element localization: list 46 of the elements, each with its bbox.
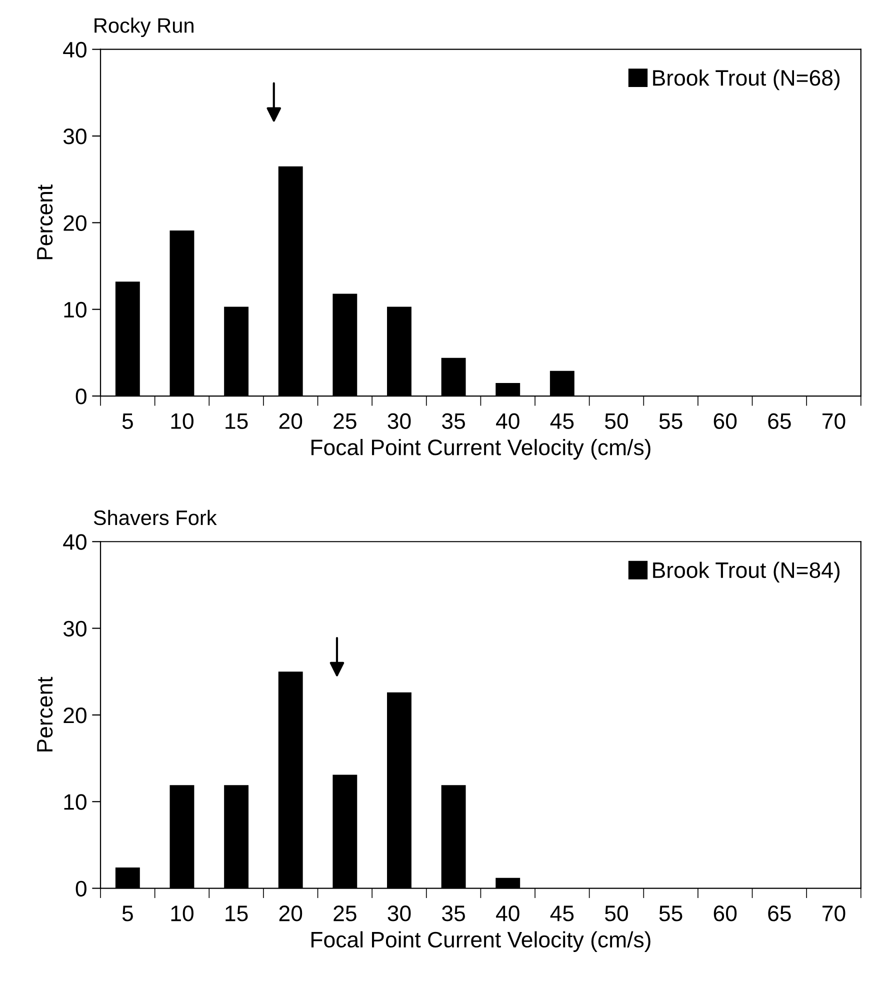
x-tick-label: 30: [388, 906, 411, 922]
y-tick-label: 20: [64, 215, 86, 231]
y-tick-label: 10: [64, 302, 86, 318]
y-tick-label: 30: [63, 620, 86, 637]
x-tick-label: 20: [279, 906, 302, 922]
x-tick-label: 50: [605, 906, 628, 922]
y-axis-title: Percent: [37, 676, 53, 752]
y-tick-label: 40: [63, 42, 86, 58]
x-tick-label: 60: [714, 906, 737, 922]
x-tick-label: 70: [822, 906, 846, 922]
x-tick-label: 65: [768, 413, 791, 430]
x-tick-label: 65: [768, 906, 791, 922]
x-tick-label: 45: [550, 414, 574, 430]
x-tick-label: 5: [122, 414, 133, 430]
x-tick-label: 35: [442, 413, 465, 430]
x-tick-label: 15: [226, 906, 248, 922]
legend-label: Brook Trout (N=84): [653, 562, 840, 582]
x-tick-label: 60: [714, 413, 737, 430]
legend-label: Brook Trout (N=68): [653, 69, 840, 90]
y-tick-label: 0: [76, 388, 86, 404]
y-tick-label: 20: [64, 708, 86, 724]
chart-title: Shavers Fork: [94, 510, 217, 526]
y-tick-label: 40: [63, 534, 86, 550]
x-tick-label: 40: [496, 906, 520, 922]
y-tick-label: 0: [76, 880, 86, 897]
chart-title: Rocky Run: [94, 18, 194, 38]
x-axis-title: Focal Point Current Velocity (cm/s): [311, 931, 650, 952]
y-tick-label: 10: [64, 794, 86, 810]
y-axis-title: Percent: [37, 184, 53, 260]
x-tick-label: 10: [171, 906, 194, 922]
x-tick-label: 30: [388, 413, 411, 430]
x-tick-label: 55: [659, 906, 682, 922]
x-tick-label: 5: [122, 906, 133, 922]
x-axis-title: Focal Point Current Velocity (cm/s): [311, 438, 650, 460]
x-tick-label: 10: [171, 413, 194, 430]
x-tick-label: 55: [659, 414, 682, 430]
x-tick-label: 15: [226, 414, 248, 430]
x-tick-label: 45: [550, 906, 574, 922]
x-tick-label: 40: [496, 413, 520, 430]
x-tick-label: 20: [279, 413, 302, 430]
x-tick-label: 25: [334, 906, 356, 922]
x-tick-label: 25: [334, 413, 356, 430]
x-tick-label: 50: [605, 413, 628, 430]
x-tick-label: 70: [822, 413, 846, 430]
x-tick-label: 35: [442, 906, 465, 922]
y-tick-label: 30: [63, 128, 86, 144]
